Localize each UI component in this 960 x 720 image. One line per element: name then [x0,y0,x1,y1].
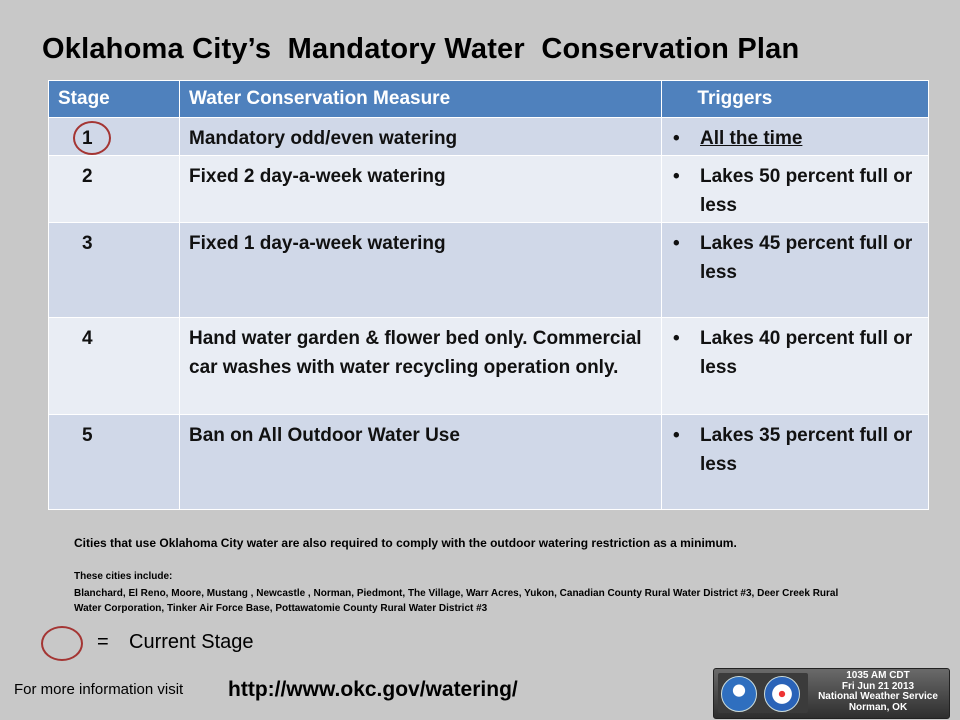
table-row: 2 Fixed 2 day-a-week watering • Lakes 50 … [48,155,929,223]
legend-label: Current Stage [129,631,254,653]
trigger-text: Lakes 50 percent full or less [700,166,913,216]
stage-cell: 2 [48,155,180,223]
table-row: 5 Ban on All Outdoor Water Use • Lakes 35… [48,414,929,510]
trigger-cell: • Lakes 35 percent full or less [661,414,929,510]
measure-cell: Mandatory odd/even watering [179,117,662,156]
cities-list: Blanchard, El Reno, Moore, Mustang , New… [74,588,839,614]
trigger-text: Lakes 35 percent full or less [700,425,913,475]
stage-cell: 3 [48,222,180,318]
trigger-text: Lakes 40 percent full or less [700,328,913,378]
bullet-icon: • [673,425,680,446]
logo-panel [718,673,808,713]
trigger-cell: • Lakes 50 percent full or less [661,155,929,223]
trigger-cell: • All the time [661,117,929,156]
info-label: For more information visit [14,681,184,698]
measure-cell: Ban on All Outdoor Water Use [179,414,662,510]
page-title: Oklahoma City’s Mandatory Water Conserva… [42,33,800,65]
legend-equals: = [97,631,109,653]
legend-circle-icon [41,626,83,661]
nws-badge: 1035 AM CDT Fri Jun 21 2013 National Wea… [713,668,950,719]
compliance-note: Cities that use Oklahoma City water are … [74,536,737,550]
bullet-icon: • [673,166,680,187]
stage-cell: 5 [48,414,180,510]
table-row: 3 Fixed 1 day-a-week watering • Lakes 45 … [48,222,929,318]
measure-cell: Fixed 1 day-a-week watering [179,222,662,318]
current-stage-circle [73,121,111,155]
bullet-icon: • [673,328,680,349]
nws-logo-icon [764,676,800,712]
stage-number: 3 [82,233,93,254]
badge-office: National Weather Service [818,691,938,702]
bullet-icon: • [673,128,680,149]
stage-number: 4 [82,328,93,349]
bullet-icon: • [673,233,680,254]
measure-cell: Fixed 2 day-a-week watering [179,155,662,223]
header-triggers: Triggers [661,80,929,118]
trigger-text: All the time [700,128,803,149]
stage-number: 2 [82,166,93,187]
trigger-cell: • Lakes 40 percent full or less [661,317,929,415]
trigger-cell: • Lakes 45 percent full or less [661,222,929,318]
stage-cell: 1 [48,117,180,156]
trigger-text: Lakes 45 percent full or less [700,233,913,283]
badge-date: Fri Jun 21 2013 [841,680,915,692]
measure-cell: Hand water garden & flower bed only. Com… [179,317,662,415]
table-row: 1 Mandatory odd/even watering • All the t… [48,117,929,156]
info-link[interactable]: http://www.okc.gov/watering/ [228,678,518,701]
table-row: 4 Hand water garden & flower bed only. C… [48,317,929,415]
header-stage: Stage [48,80,180,118]
badge-location: Norman, OK [848,701,908,713]
conservation-plan-table: Stage Water Conservation Measure Trigger… [48,80,929,510]
table-header-row: Stage Water Conservation Measure Trigger… [48,80,929,118]
stage-cell: 4 [48,317,180,415]
header-measure: Water Conservation Measure [179,80,662,118]
badge-time: 1035 AM CDT [846,670,910,681]
noaa-logo-icon [721,676,757,712]
cities-heading: These cities include: [74,571,173,582]
stage-number: 1 [58,121,111,155]
badge-text: 1035 AM CDT Fri Jun 21 2013 National Wea… [810,670,946,713]
stage-number: 5 [82,425,93,446]
